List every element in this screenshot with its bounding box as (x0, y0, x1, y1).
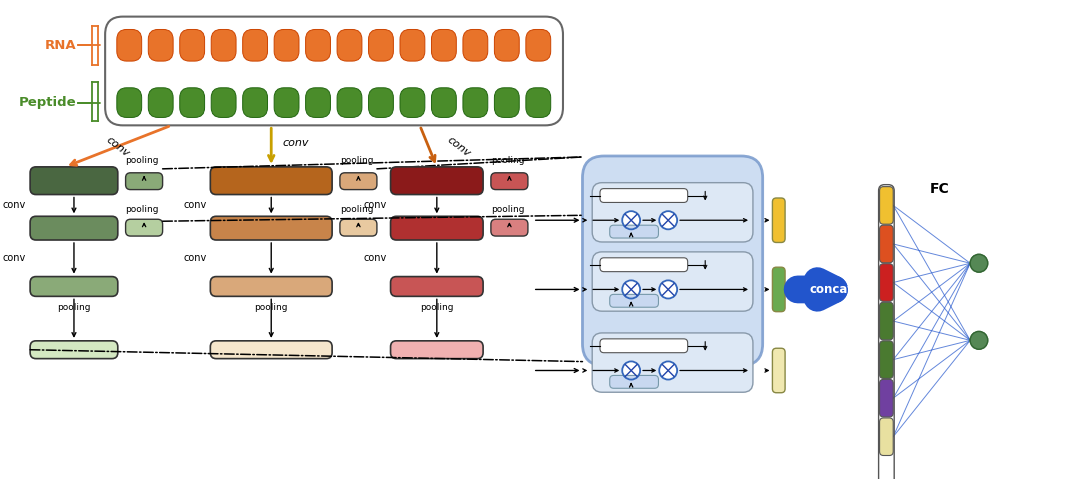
FancyBboxPatch shape (390, 277, 483, 296)
FancyBboxPatch shape (149, 29, 173, 61)
Text: conv: conv (283, 138, 309, 148)
FancyBboxPatch shape (773, 348, 785, 393)
FancyBboxPatch shape (30, 277, 118, 296)
FancyBboxPatch shape (390, 216, 483, 240)
Text: pooling: pooling (57, 303, 91, 312)
FancyBboxPatch shape (879, 187, 893, 224)
FancyBboxPatch shape (526, 88, 551, 118)
FancyBboxPatch shape (526, 29, 551, 61)
FancyBboxPatch shape (494, 88, 519, 118)
FancyBboxPatch shape (30, 167, 118, 195)
FancyBboxPatch shape (117, 29, 142, 61)
FancyBboxPatch shape (337, 29, 362, 61)
Circle shape (622, 362, 641, 380)
FancyBboxPatch shape (592, 183, 753, 242)
FancyBboxPatch shape (879, 264, 893, 301)
FancyBboxPatch shape (369, 88, 393, 118)
Text: conv: conv (183, 254, 206, 263)
FancyBboxPatch shape (306, 29, 331, 61)
FancyBboxPatch shape (210, 341, 332, 359)
FancyBboxPatch shape (491, 173, 528, 189)
Text: pooling: pooling (421, 303, 453, 312)
FancyBboxPatch shape (390, 341, 483, 359)
Text: FC: FC (930, 182, 950, 196)
FancyBboxPatch shape (879, 379, 893, 417)
FancyBboxPatch shape (340, 173, 377, 189)
FancyBboxPatch shape (210, 167, 332, 195)
Text: conv: conv (363, 254, 387, 263)
FancyBboxPatch shape (609, 375, 658, 388)
FancyBboxPatch shape (582, 156, 763, 365)
FancyBboxPatch shape (30, 216, 118, 240)
FancyBboxPatch shape (105, 16, 563, 125)
FancyBboxPatch shape (431, 88, 456, 118)
FancyBboxPatch shape (431, 29, 456, 61)
Text: RNA: RNA (44, 39, 76, 52)
FancyBboxPatch shape (390, 167, 483, 195)
Circle shape (659, 281, 678, 298)
FancyBboxPatch shape (400, 88, 425, 118)
FancyBboxPatch shape (211, 88, 236, 118)
Circle shape (659, 362, 678, 380)
FancyBboxPatch shape (491, 219, 528, 236)
Circle shape (659, 211, 678, 229)
FancyBboxPatch shape (609, 295, 658, 307)
Circle shape (970, 254, 988, 272)
FancyBboxPatch shape (306, 88, 331, 118)
Circle shape (622, 281, 641, 298)
FancyBboxPatch shape (210, 277, 332, 296)
Text: conv: conv (363, 201, 387, 211)
Text: pooling: pooling (255, 303, 288, 312)
Text: conv: conv (3, 254, 26, 263)
FancyBboxPatch shape (117, 88, 142, 118)
FancyBboxPatch shape (126, 219, 163, 236)
FancyBboxPatch shape (210, 216, 332, 240)
Text: Peptide: Peptide (18, 96, 76, 109)
FancyBboxPatch shape (601, 258, 687, 272)
FancyBboxPatch shape (274, 88, 299, 118)
FancyBboxPatch shape (592, 333, 753, 392)
Text: conv: conv (104, 135, 131, 159)
FancyBboxPatch shape (592, 252, 753, 311)
FancyBboxPatch shape (369, 29, 393, 61)
FancyBboxPatch shape (601, 188, 687, 202)
FancyBboxPatch shape (180, 29, 205, 61)
FancyBboxPatch shape (879, 302, 893, 340)
FancyBboxPatch shape (211, 29, 236, 61)
FancyBboxPatch shape (30, 341, 118, 359)
FancyBboxPatch shape (337, 88, 362, 118)
FancyBboxPatch shape (126, 173, 163, 189)
Text: conv: conv (446, 135, 473, 159)
FancyBboxPatch shape (494, 29, 519, 61)
Text: conv: conv (3, 201, 26, 211)
FancyBboxPatch shape (463, 88, 488, 118)
FancyBboxPatch shape (773, 198, 785, 242)
FancyBboxPatch shape (879, 341, 893, 378)
FancyBboxPatch shape (180, 88, 205, 118)
FancyBboxPatch shape (243, 88, 268, 118)
FancyBboxPatch shape (879, 225, 893, 263)
Text: pooling: pooling (491, 156, 525, 165)
FancyBboxPatch shape (601, 339, 687, 353)
Text: conv: conv (183, 201, 206, 211)
Text: pooling: pooling (339, 156, 373, 165)
FancyBboxPatch shape (879, 418, 893, 455)
FancyBboxPatch shape (243, 29, 268, 61)
Circle shape (970, 332, 988, 349)
FancyBboxPatch shape (773, 267, 785, 312)
FancyBboxPatch shape (400, 29, 425, 61)
FancyBboxPatch shape (274, 29, 299, 61)
FancyBboxPatch shape (340, 219, 377, 236)
Circle shape (622, 211, 641, 229)
FancyBboxPatch shape (149, 88, 173, 118)
Text: pooling: pooling (126, 205, 159, 214)
Text: concat: concat (810, 283, 853, 296)
Text: pooling: pooling (339, 205, 373, 214)
Text: pooling: pooling (126, 156, 159, 165)
FancyBboxPatch shape (609, 225, 658, 238)
FancyBboxPatch shape (463, 29, 488, 61)
Text: pooling: pooling (491, 205, 525, 214)
